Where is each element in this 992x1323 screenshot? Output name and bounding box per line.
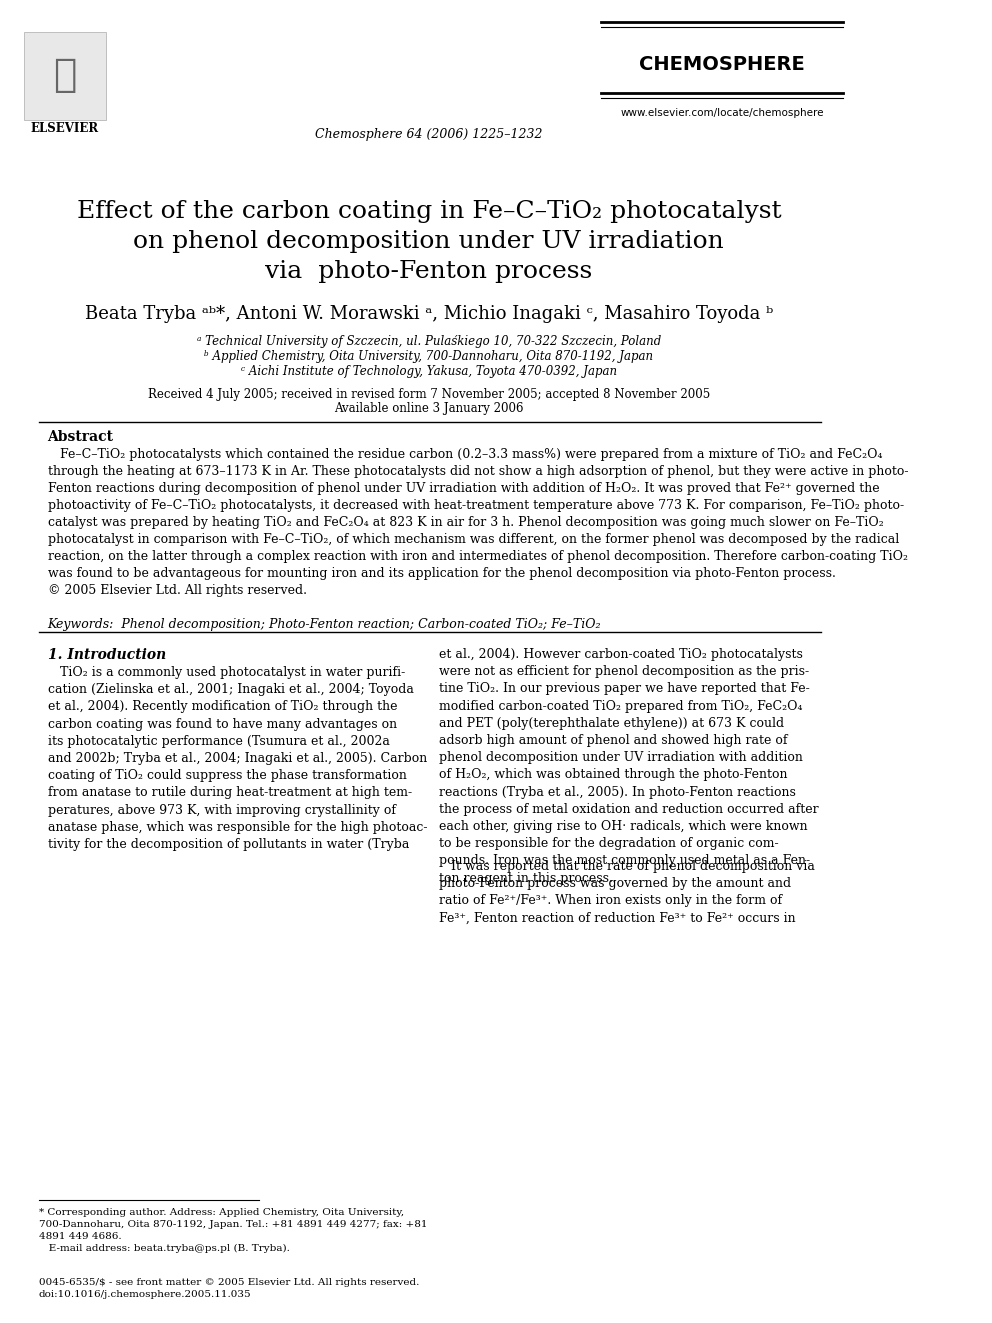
Text: Abstract: Abstract: [48, 430, 113, 445]
Text: 🌲: 🌲: [54, 56, 76, 94]
Text: via  photo-Fenton process: via photo-Fenton process: [265, 261, 592, 283]
Text: Beata Tryba ᵃᵇ*, Antoni W. Morawski ᵃ, Michio Inagaki ᶜ, Masahiro Toyoda ᵇ: Beata Tryba ᵃᵇ*, Antoni W. Morawski ᵃ, M…: [84, 306, 773, 323]
Text: Keywords:  Phenol decomposition; Photo-Fenton reaction; Carbon-coated TiO₂; Fe–T: Keywords: Phenol decomposition; Photo-Fe…: [48, 618, 601, 631]
Text: Chemosphere 64 (2006) 1225–1232: Chemosphere 64 (2006) 1225–1232: [315, 128, 543, 142]
Text: CHEMOSPHERE: CHEMOSPHERE: [639, 56, 805, 74]
Text: 1. Introduction: 1. Introduction: [48, 648, 166, 662]
Text: It was reported that the rate of phenol decomposition via
photo-Fenton process w: It was reported that the rate of phenol …: [439, 860, 815, 925]
Text: www.elsevier.com/locate/chemosphere: www.elsevier.com/locate/chemosphere: [620, 108, 823, 118]
Text: Effect of the carbon coating in Fe–C–TiO₂ photocatalyst: Effect of the carbon coating in Fe–C–TiO…: [76, 200, 781, 224]
Text: * Corresponding author. Address: Applied Chemistry, Oita University,
700-Dannoha: * Corresponding author. Address: Applied…: [39, 1208, 428, 1253]
Text: ELSEVIER: ELSEVIER: [31, 122, 99, 135]
Text: Fe–C–TiO₂ photocatalysts which contained the residue carbon (0.2–3.3 mass%) were: Fe–C–TiO₂ photocatalysts which contained…: [48, 448, 908, 597]
Text: Received 4 July 2005; received in revised form 7 November 2005; accepted 8 Novem: Received 4 July 2005; received in revise…: [148, 388, 710, 401]
Text: 0045-6535/$ - see front matter © 2005 Elsevier Ltd. All rights reserved.
doi:10.: 0045-6535/$ - see front matter © 2005 El…: [39, 1278, 420, 1299]
Text: ᵃ Technical University of Szczecin, ul. Pulaśkiego 10, 70-322 Szczecin, Poland: ᵃ Technical University of Szczecin, ul. …: [196, 335, 661, 348]
Text: Available online 3 January 2006: Available online 3 January 2006: [334, 402, 524, 415]
Text: TiO₂ is a commonly used photocatalyst in water purifi-
cation (Zielinska et al.,: TiO₂ is a commonly used photocatalyst in…: [48, 665, 427, 851]
Text: on phenol decomposition under UV irradiation: on phenol decomposition under UV irradia…: [134, 230, 724, 253]
Text: ᵇ Applied Chemistry, Oita University, 700-Dannoharu, Oita 870-1192, Japan: ᵇ Applied Chemistry, Oita University, 70…: [204, 351, 654, 363]
Text: et al., 2004). However carbon-coated TiO₂ photocatalysts
were not as efficient f: et al., 2004). However carbon-coated TiO…: [439, 648, 818, 885]
Bar: [24, 32, 106, 120]
Text: ᶜ Aichi Institute of Technology, Yakusa, Toyota 470-0392, Japan: ᶜ Aichi Institute of Technology, Yakusa,…: [241, 365, 617, 378]
